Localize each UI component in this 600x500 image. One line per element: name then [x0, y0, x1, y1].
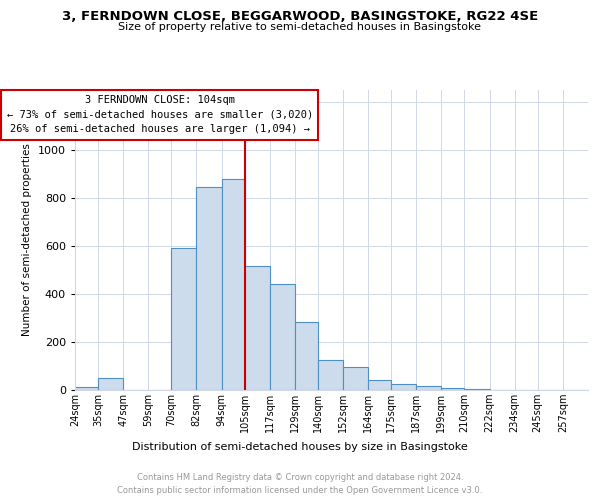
- Bar: [295, 322, 318, 390]
- Bar: [172, 248, 196, 390]
- Text: 3 FERNDOWN CLOSE: 104sqm
← 73% of semi-detached houses are smaller (3,020)
26% o: 3 FERNDOWN CLOSE: 104sqm ← 73% of semi-d…: [7, 95, 313, 134]
- Bar: [391, 384, 416, 390]
- Bar: [196, 187, 221, 390]
- Bar: [75, 387, 98, 390]
- Bar: [221, 179, 245, 390]
- Text: Distribution of semi-detached houses by size in Basingstoke: Distribution of semi-detached houses by …: [132, 442, 468, 452]
- Bar: [416, 386, 442, 390]
- Bar: [98, 378, 123, 390]
- Bar: [368, 380, 391, 390]
- Bar: [318, 360, 343, 390]
- Bar: [343, 367, 368, 390]
- Text: Size of property relative to semi-detached houses in Basingstoke: Size of property relative to semi-detach…: [119, 22, 482, 32]
- Bar: [245, 266, 270, 390]
- Y-axis label: Number of semi-detached properties: Number of semi-detached properties: [22, 144, 32, 336]
- Bar: [464, 389, 490, 390]
- Bar: [442, 388, 464, 390]
- Text: Contains HM Land Registry data © Crown copyright and database right 2024.
Contai: Contains HM Land Registry data © Crown c…: [118, 474, 482, 495]
- Bar: [270, 284, 295, 390]
- Text: 3, FERNDOWN CLOSE, BEGGARWOOD, BASINGSTOKE, RG22 4SE: 3, FERNDOWN CLOSE, BEGGARWOOD, BASINGSTO…: [62, 10, 538, 23]
